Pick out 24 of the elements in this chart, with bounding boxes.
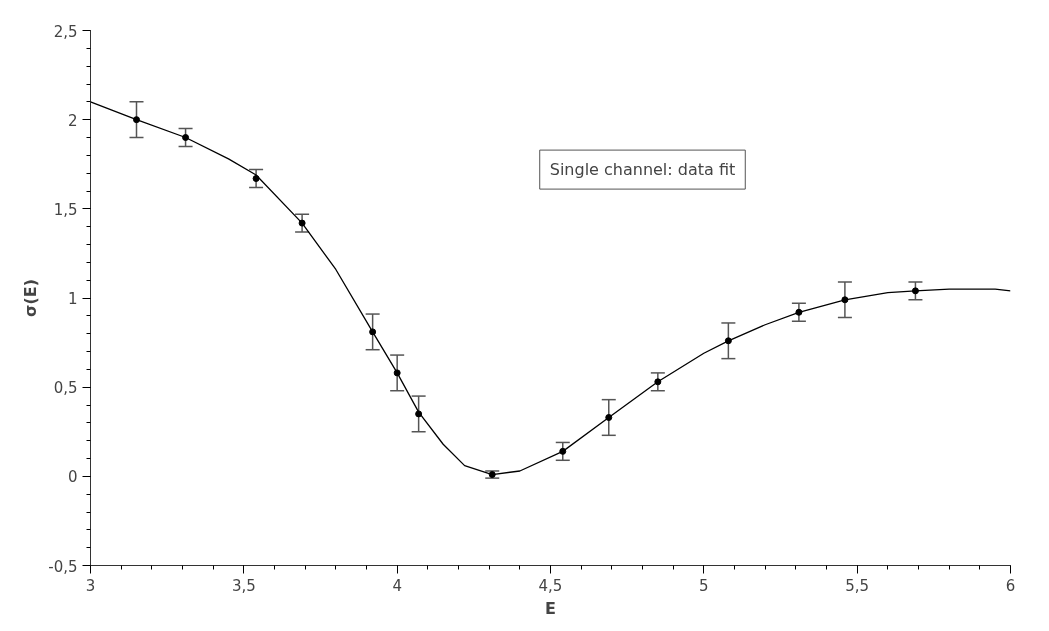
y-tick-label: 1,5 [53, 200, 78, 219]
y-tick-label: 2,5 [53, 22, 78, 41]
point [133, 116, 140, 124]
y-tick-label: -0,5 [48, 557, 78, 576]
point [393, 369, 401, 377]
x-tick-label: 5 [699, 576, 709, 595]
point [298, 219, 306, 227]
y-tick-label: 2 [67, 111, 78, 130]
y-tick-label: 1 [67, 290, 78, 308]
x-tick-label: 4 [392, 576, 402, 595]
x-tick-label: 5,5 [845, 576, 870, 595]
x-axis-title: E [545, 598, 556, 618]
x-tick-label: 3 [85, 576, 96, 595]
y-axis-title: σ(E) [21, 278, 41, 318]
line-series [90, 101, 1011, 476]
y-tick-label: 0 [67, 468, 78, 487]
x-tick-label: 6 [1005, 576, 1016, 595]
annotation: Single channel: data fit [549, 160, 736, 180]
point [252, 175, 260, 183]
point [795, 308, 803, 316]
x-tick-label: 4,5 [538, 576, 563, 595]
x-tick-label: 3,5 [231, 576, 256, 595]
point [182, 134, 190, 141]
y-tick-label: 0,5 [53, 379, 78, 398]
